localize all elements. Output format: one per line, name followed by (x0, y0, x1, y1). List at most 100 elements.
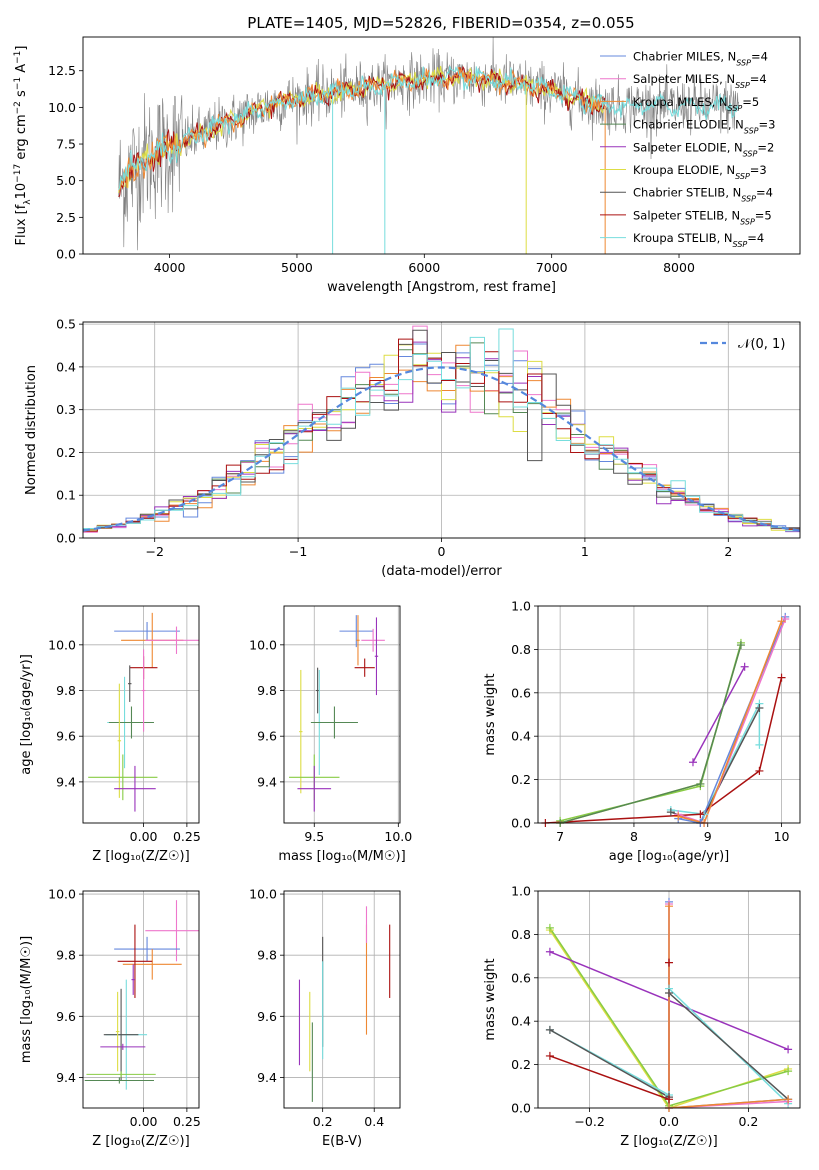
error-bar-point (297, 765, 332, 812)
x-tick-label: 10.0 (384, 829, 412, 844)
residual-histogram (83, 328, 800, 533)
y-tick-label: 10.0 (48, 100, 76, 115)
mass_vs_EBV-panel: 0.2 0.4 9.4 9.6 9.8 10.0 E(B-V) (249, 887, 401, 1149)
mass-weight-marker (688, 758, 697, 767)
y-tick-label: 12.5 (48, 63, 76, 78)
y-label-part: Flux [f (14, 204, 29, 245)
y-tick-label: 9.6 (257, 729, 277, 744)
legend-subscript: SSP (735, 81, 750, 90)
y-label-part: −2 (13, 101, 23, 114)
legend-subscript: SSP (735, 172, 750, 181)
mass-weight-marker (755, 740, 764, 749)
figure-title: PLATE=1405, MJD=52826, FIBERID=0354, z=0… (247, 14, 634, 32)
plot-area (118, 37, 739, 254)
mass-weight-series (670, 703, 761, 816)
x-axis-label: (data-model)/error (381, 564, 502, 579)
legend-text: Kroupa ELODIE, N (633, 163, 735, 177)
y-tick-label: 0.2 (56, 445, 76, 460)
y-tick-label: 10.0 (249, 637, 277, 652)
y-label-part: A (14, 64, 29, 77)
plot-area (549, 901, 789, 1108)
mass-weight-marker (665, 958, 673, 967)
mass-weight-marker (755, 703, 764, 712)
y-label-part: erg cm (14, 114, 29, 163)
y-tick-label: 0.2 (511, 772, 531, 787)
x-tick-label: 0.0 (659, 1114, 679, 1129)
y-axis-label: Flux [fλ10−17 erg cm−2 s−1 A−1] (13, 46, 33, 246)
y-axis-label: mass weight (483, 958, 498, 1040)
mass-weight-marker (545, 923, 554, 932)
legend-subscript: SSP (740, 217, 755, 226)
x-tick-label: 7000 (536, 260, 568, 275)
legend-subscript: SSP (736, 58, 751, 67)
mass-weight-series (668, 906, 789, 1108)
mass-weight-marker (784, 1067, 793, 1076)
legend-entry: Chabrier STELIB, NSSP=4 (633, 186, 773, 204)
error-bar-point (310, 706, 358, 739)
legend-entry: Kroupa MILES, NSSP=5 (633, 95, 759, 113)
legend-entry: Kroupa STELIB, NSSP=4 (633, 231, 764, 249)
axes-frame (537, 605, 801, 824)
mass-weight-series (677, 618, 786, 823)
legend-text: Kroupa STELIB, N (633, 231, 733, 245)
x-tick-label: 0.4 (364, 1114, 384, 1129)
legend-suffix: =4 (750, 72, 767, 86)
y-axis-label: mass weight (483, 673, 498, 755)
massweight_vs_Z-panel: −0.2 0.0 0.2 0.0 0.2 0.4 0.6 0.8 1.0 Z [log₁₀(Z/Z… (483, 884, 801, 1149)
legend-suffix: =3 (750, 163, 767, 177)
plot-area (289, 615, 385, 812)
mass-weight-marker (755, 766, 764, 775)
axes-frame (82, 321, 801, 539)
plot-area (545, 616, 786, 823)
mass-weight-marker (545, 1051, 554, 1060)
x-tick-label: 1 (581, 544, 589, 559)
residuals-panel: −2 −1 0 1 2 0.0 0.1 0.2 0.3 0.4 0.5 (data-model)/er… (24, 317, 801, 579)
y-tick-label: 0.0 (511, 1101, 531, 1116)
x-tick-label: 10 (774, 829, 790, 844)
mass-weight-marker (545, 947, 554, 956)
mass-weight-marker (777, 673, 786, 682)
error-bar-point (374, 617, 379, 696)
x-tick-label: 0.00 (130, 829, 158, 844)
axes-frame (82, 605, 200, 824)
axes-frame (283, 605, 401, 824)
error-bar-point (114, 765, 156, 812)
legend-text: Salpeter STELIB, N (633, 208, 740, 222)
x-axis-label: Z [log₁₀(Z/Z☉)] (620, 1134, 717, 1149)
spectrum-panel: 4000 5000 6000 7000 8000 0.0 2.5 5.0 7.5 10.0 12.5… (13, 36, 801, 295)
y-label-part: s (14, 90, 29, 101)
legend-entry: Chabrier MILES, NSSP=4 (633, 50, 768, 68)
y-tick-label: 0.4 (511, 1014, 531, 1029)
error-bar-point (88, 754, 158, 801)
x-axis-label: E(B-V) (322, 1134, 362, 1149)
y-tick-label: 0.5 (56, 317, 76, 332)
mass-weight-series (692, 666, 746, 763)
legend-entry: Salpeter MILES, NSSP=4 (633, 72, 767, 90)
y-tick-label: 0.1 (56, 488, 76, 503)
legend-text: Salpeter MILES, N (633, 72, 735, 86)
error-bar-point (141, 649, 146, 732)
x-tick-label: −1 (289, 544, 307, 559)
y-axis-label: Normed distribution (24, 365, 39, 495)
y-tick-label: 9.8 (257, 683, 277, 698)
y-tick-label: 10.0 (48, 887, 76, 902)
mass-weight-marker (736, 641, 745, 650)
y-tick-label: 9.4 (257, 1070, 277, 1085)
legend-text: Salpeter ELODIE, N (633, 140, 743, 154)
y-tick-label: 0.3 (56, 402, 76, 417)
mass-weight-marker (665, 902, 673, 911)
y-tick-label: 0.6 (511, 970, 531, 985)
legend-text: Chabrier MILES, N (633, 50, 736, 64)
error-bar-point (145, 900, 199, 962)
legend-entry: Salpeter STELIB, NSSP=5 (633, 208, 772, 226)
y-tick-label: 9.8 (56, 948, 76, 963)
y-tick-label: 9.4 (56, 774, 76, 789)
plot-area (84, 900, 199, 1090)
legend-suffix: =4 (756, 186, 773, 200)
error-bar-point (128, 665, 132, 702)
y-tick-label: 0.8 (511, 642, 531, 657)
error-bar-point (117, 924, 153, 998)
mass-weight-marker (696, 779, 705, 788)
error-bar-point (145, 626, 199, 654)
legend-suffix: =5 (742, 95, 759, 109)
